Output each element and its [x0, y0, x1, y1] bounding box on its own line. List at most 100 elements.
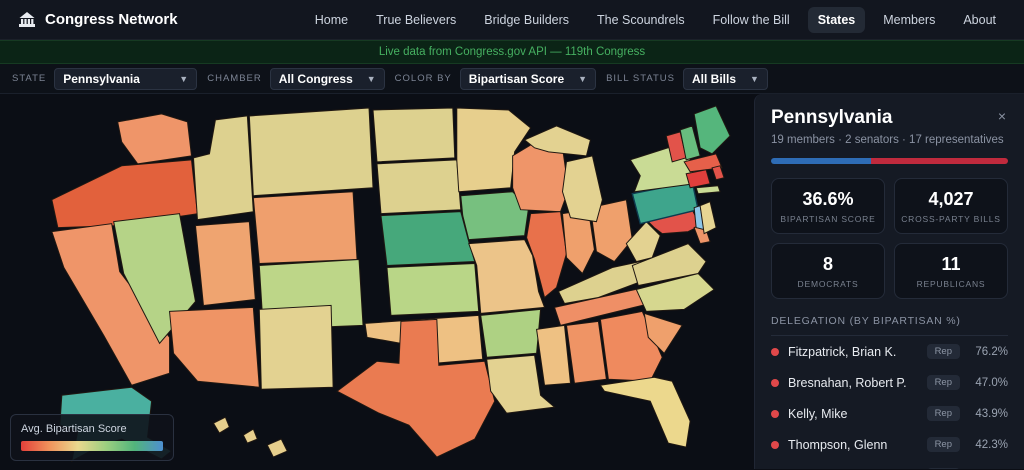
filter-state: STATE Pennsylvania ▼	[12, 67, 198, 90]
state-SD[interactable]	[376, 159, 462, 215]
state-MO[interactable]	[468, 239, 546, 314]
state-filter-label: STATE	[12, 73, 47, 84]
member-name: Bresnahan, Robert P.	[788, 375, 907, 390]
party-dot-icon	[771, 378, 779, 387]
filter-bar: STATE Pennsylvania ▼ CHAMBER All Congres…	[0, 64, 1024, 94]
republican-bar-segment	[870, 158, 1008, 164]
state-LI[interactable]	[695, 185, 721, 195]
state-IL[interactable]	[526, 211, 567, 299]
state-RI[interactable]	[711, 165, 725, 181]
nav-item-home[interactable]: Home	[314, 12, 349, 27]
stat-cross-party-bills: 4,027 CROSS-PARTY BILLS	[894, 178, 1008, 234]
state-AR[interactable]	[480, 308, 542, 358]
app-brand: Congress Network	[18, 11, 178, 28]
state-CT[interactable]	[685, 169, 711, 189]
state-AZ[interactable]	[169, 306, 260, 388]
nav-item-about[interactable]: About	[963, 12, 996, 27]
state-UT[interactable]	[194, 221, 256, 306]
state-ID[interactable]	[192, 115, 254, 221]
chamber-filter-label: CHAMBER	[207, 73, 262, 84]
chevron-down-icon: ▼	[578, 73, 588, 84]
state-OH[interactable]	[589, 199, 633, 263]
member-row[interactable]: Fitzpatrick, Brian K. Rep 76.2%	[771, 336, 1008, 367]
state-TX[interactable]	[336, 318, 496, 458]
top-nav-bar: Congress Network Home True Believers Bridg…	[0, 0, 1024, 40]
party-dot-icon	[771, 409, 779, 418]
member-row[interactable]: Bresnahan, Robert P. Rep 47.0%	[771, 367, 1008, 398]
state-CA[interactable]	[51, 223, 171, 386]
delegation-list: Fitzpatrick, Brian K. Rep 76.2% Bresnahan, …	[771, 336, 1008, 469]
state-FL[interactable]	[599, 376, 691, 448]
state-MI_UP[interactable]	[523, 125, 592, 157]
chamber-select-value: All Congress	[278, 71, 353, 86]
member-name: Houlahan, Chrissy	[788, 469, 927, 470]
state-VA[interactable]	[631, 243, 707, 287]
member-name: Kelly, Mike	[788, 406, 848, 421]
nav-item-follow-the-bill[interactable]: Follow the Bill	[712, 12, 790, 27]
state-HI[interactable]	[266, 438, 288, 458]
us-choropleth-map[interactable]	[0, 94, 1024, 469]
chamber-badge: Rep	[926, 344, 960, 359]
nav-item-bridge-builders[interactable]: Bridge Builders	[484, 12, 570, 27]
state-select-value: Pennsylvania	[63, 71, 140, 86]
member-row[interactable]: Thompson, Glenn Rep 42.3%	[771, 429, 1008, 460]
state-MI[interactable]	[561, 155, 603, 223]
nav-item-the-scoundrels[interactable]: The Scoundrels	[597, 12, 685, 27]
state-ND[interactable]	[372, 107, 456, 163]
state-WV[interactable]	[625, 220, 661, 263]
state-select[interactable]: Pennsylvania ▼	[54, 67, 198, 90]
state-HI[interactable]	[242, 428, 258, 444]
chamber-select[interactable]: All Congress ▼	[269, 67, 385, 90]
state-SC[interactable]	[643, 312, 683, 355]
member-name: Fitzpatrick, Brian K.	[788, 344, 897, 359]
capitol-icon	[19, 11, 35, 27]
nav-item-states[interactable]: States	[807, 6, 866, 33]
state-NE[interactable]	[380, 211, 476, 267]
stat-bipartisan-score: 36.6% BIPARTISAN SCORE	[771, 178, 885, 234]
filter-colorby: COLOR BY Bipartisan Score ▼	[394, 67, 597, 90]
state-HI[interactable]	[212, 416, 231, 434]
state-NH[interactable]	[679, 125, 701, 161]
democrat-bar-segment	[771, 158, 871, 164]
state-WY[interactable]	[252, 191, 358, 265]
chevron-down-icon: ▼	[366, 73, 376, 84]
colorby-select[interactable]: Bipartisan Score ▼	[459, 67, 597, 90]
filter-chamber: CHAMBER All Congress ▼	[207, 67, 385, 90]
member-row[interactable]: Kelly, Mike Rep 43.9%	[771, 398, 1008, 429]
state-ME[interactable]	[693, 105, 731, 155]
chevron-down-icon: ▼	[179, 73, 189, 84]
stats-grid: 36.6% BIPARTISAN SCORE 4,027 CROSS-PARTY…	[771, 178, 1008, 299]
chamber-badge: Rep	[926, 406, 960, 421]
state-WA[interactable]	[117, 113, 193, 165]
app-title: Congress Network	[45, 11, 178, 28]
state-MT[interactable]	[248, 107, 374, 197]
nav-item-members[interactable]: Members	[883, 12, 936, 27]
state-MS[interactable]	[536, 324, 572, 386]
close-icon[interactable]: ×	[997, 108, 1006, 124]
stat-democrats: 8 DEMOCRATS	[771, 243, 885, 299]
party-split-bar	[771, 158, 1008, 164]
member-row[interactable]: Houlahan, ChrissyRep39.0%	[771, 460, 1008, 469]
state-AL[interactable]	[565, 320, 607, 384]
chamber-badge: Rep	[926, 437, 960, 452]
stat-value: 8	[822, 254, 833, 274]
colorby-filter-label: COLOR BY	[394, 73, 452, 84]
delegation-heading: DELEGATION (BY BIPARTISAN %)	[771, 315, 1008, 336]
billstatus-select[interactable]: All Bills ▼	[682, 67, 768, 90]
state-IA[interactable]	[460, 191, 530, 241]
member-bipartisan-pct: 76.2%	[975, 345, 1008, 358]
member-bipartisan-pct: 47.0%	[975, 376, 1008, 389]
legend-gradient-bar	[21, 441, 163, 451]
live-data-text: Live data from Congress.gov API — 119th …	[378, 46, 646, 58]
state-NC[interactable]	[635, 272, 715, 312]
state-KS[interactable]	[386, 263, 480, 316]
state-NJ[interactable]	[699, 201, 717, 235]
billstatus-select-value: All Bills	[691, 71, 736, 86]
colorby-select-value: Bipartisan Score	[468, 71, 565, 86]
nav-item-true-believers[interactable]: True Believers	[376, 12, 457, 27]
stat-label: CROSS-PARTY BILLS	[901, 214, 1001, 224]
live-data-banner: Live data from Congress.gov API — 119th …	[0, 40, 1024, 64]
state-LA[interactable]	[486, 354, 556, 414]
state-NM[interactable]	[258, 304, 334, 390]
member-bipartisan-pct: 43.9%	[975, 407, 1008, 420]
